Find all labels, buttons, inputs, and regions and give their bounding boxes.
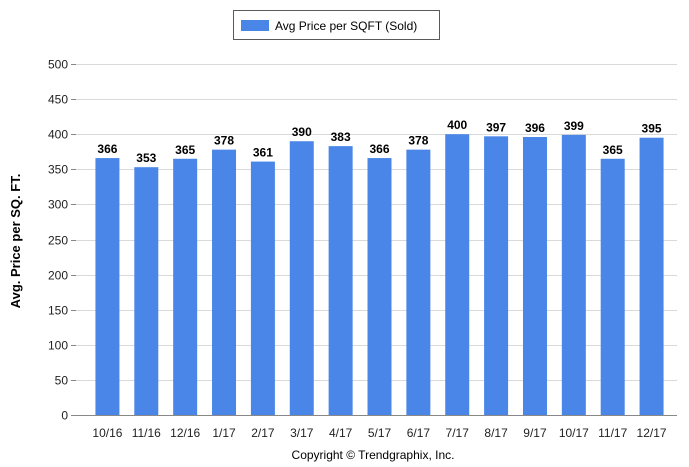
x-tick-label: 2/17 [251,426,275,440]
x-tick-label: 12/16 [170,426,200,440]
bar [289,141,314,415]
data-label: 378 [408,134,428,148]
bar [522,137,547,415]
y-tick-label: 300 [48,198,68,212]
x-tick-label: 5/17 [368,426,392,440]
x-tick-label: 8/17 [484,426,508,440]
y-tick-label: 200 [48,269,68,283]
data-label: 397 [486,120,506,134]
bar [328,146,353,415]
data-label: 400 [447,118,467,132]
x-tick-label: 6/17 [407,426,431,440]
y-tick-label: 0 [61,409,68,423]
bar [639,137,664,415]
x-axis-ticks: 10/16 11/16 12/16 1/17 2/17 3/17 4/17 5/17 6/17 7… [92,426,666,440]
data-label: 399 [564,119,584,133]
x-tick-label: 7/17 [446,426,470,440]
x-tick-label: 3/17 [290,426,314,440]
bar [406,149,431,415]
legend: Avg Price per SQFT (Sold) [233,10,440,40]
bars [95,134,664,415]
y-tick-label: 400 [48,128,68,142]
x-tick-label: 12/17 [637,426,667,440]
bar [600,158,625,415]
bar [95,158,120,415]
bar [367,158,392,415]
bar [134,167,159,415]
bar [212,149,237,415]
x-tick-label: 11/17 [598,426,627,440]
data-label: 383 [331,130,351,144]
data-label: 365 [175,143,195,157]
y-tick-label: 350 [48,163,68,177]
y-tick-label: 150 [48,304,68,318]
y-axis-title: Avg. Price per SQ. FT. [8,174,23,309]
bar [484,136,509,415]
data-label: 366 [97,142,117,156]
y-tick-label: 500 [48,58,68,72]
y-tick-label: 250 [48,234,68,248]
y-tick-label: 100 [48,339,68,353]
bar [561,134,586,415]
data-label: 390 [292,125,312,139]
x-tick-label: 11/16 [132,426,161,440]
data-label: 353 [136,151,156,165]
data-label: 361 [253,146,273,160]
bar [445,134,470,415]
data-label: 396 [525,121,545,135]
y-tick-label: 450 [48,93,68,107]
data-labels: 366 353 365 378 361 390 383 366 378 400 397 396 399 3… [97,118,661,165]
bar [250,161,275,415]
data-label: 366 [369,142,389,156]
x-tick-label: 4/17 [329,426,353,440]
y-axis-ticks: 0 50 100 150 200 250 300 350 400 450 500 [48,58,76,423]
data-label: 378 [214,134,234,148]
bar [173,158,198,415]
copyright-text: Copyright © Trendgraphix, Inc. [292,448,455,462]
legend-swatch [241,20,269,31]
x-tick-label: 10/17 [559,426,589,440]
x-tick-label: 9/17 [523,426,547,440]
x-tick-label: 10/16 [92,426,122,440]
data-label: 365 [603,143,623,157]
data-label: 395 [642,122,662,136]
y-tick-label: 50 [55,374,69,388]
x-tick-label: 1/17 [212,426,236,440]
legend-label: Avg Price per SQFT (Sold) [275,19,417,33]
